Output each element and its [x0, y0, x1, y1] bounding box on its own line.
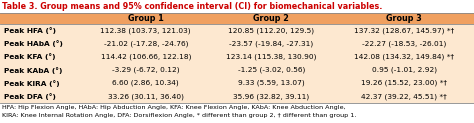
Text: -3.29 (-6.72, 0.12): -3.29 (-6.72, 0.12) [112, 67, 180, 73]
Text: 0.95 (-1.01, 2.92): 0.95 (-1.01, 2.92) [372, 67, 437, 73]
Text: 123.14 (115.38, 130.90): 123.14 (115.38, 130.90) [226, 54, 317, 60]
Text: -1.25 (-3.02, 0.56): -1.25 (-3.02, 0.56) [237, 67, 305, 73]
Text: 19.26 (15.52, 23.00) *†: 19.26 (15.52, 23.00) *† [361, 80, 447, 86]
Text: 114.42 (106.66, 122.18): 114.42 (106.66, 122.18) [100, 54, 191, 60]
Text: Peak DFA (°): Peak DFA (°) [4, 93, 56, 100]
Text: Peak KIRA (°): Peak KIRA (°) [4, 80, 60, 87]
Text: 137.32 (128.67, 145.97) *†: 137.32 (128.67, 145.97) *† [354, 27, 454, 34]
Bar [0, 77, 474, 90]
Text: -22.27 (-18.53, -26.01): -22.27 (-18.53, -26.01) [362, 40, 447, 47]
Text: 120.85 (112.20, 129.5): 120.85 (112.20, 129.5) [228, 27, 314, 34]
Text: 112.38 (103.73, 121.03): 112.38 (103.73, 121.03) [100, 27, 191, 34]
Text: 35.96 (32.82, 39.11): 35.96 (32.82, 39.11) [233, 93, 310, 100]
Text: -23.57 (-19.84, -27.31): -23.57 (-19.84, -27.31) [229, 40, 313, 47]
Text: Group 2: Group 2 [254, 14, 289, 23]
Text: 33.26 (30.11, 36.40): 33.26 (30.11, 36.40) [108, 93, 184, 100]
Text: Peak KFA (°): Peak KFA (°) [4, 54, 55, 60]
Bar [0, 13, 474, 24]
Text: Peak KAbA (°): Peak KAbA (°) [4, 67, 63, 74]
Text: 6.60 (2.86, 10.34): 6.60 (2.86, 10.34) [112, 80, 179, 86]
Bar [0, 90, 474, 103]
Bar [0, 63, 474, 77]
Text: 42.37 (39.22, 45.51) *†: 42.37 (39.22, 45.51) *† [361, 93, 447, 100]
Text: Table 3. Group means and 95% confidence interval (CI) for biomechanical variable: Table 3. Group means and 95% confidence … [2, 2, 383, 11]
Text: Peak HFA (°): Peak HFA (°) [4, 27, 56, 34]
Bar [0, 24, 474, 37]
Bar [0, 37, 474, 50]
Bar [0, 50, 474, 63]
Text: HFA: Hip Flexion Angle, HAbA: Hip Abduction Angle, KFA: Knee Flexion Angle, KAbA: HFA: Hip Flexion Angle, HAbA: Hip Abduct… [2, 105, 346, 109]
Text: Group 3: Group 3 [386, 14, 422, 23]
Text: KIRA: Knee Internal Rotation Angle, DFA: Dorsiflexion Angle, * different than gr: KIRA: Knee Internal Rotation Angle, DFA:… [2, 113, 356, 117]
Text: 9.33 (5.59, 13.07): 9.33 (5.59, 13.07) [238, 80, 305, 86]
Text: Group 1: Group 1 [128, 14, 164, 23]
Text: -21.02 (-17.28, -24.76): -21.02 (-17.28, -24.76) [103, 40, 188, 47]
Text: 142.08 (134.32, 149.84) *†: 142.08 (134.32, 149.84) *† [354, 54, 454, 60]
Text: Peak HAbA (°): Peak HAbA (°) [4, 40, 63, 47]
